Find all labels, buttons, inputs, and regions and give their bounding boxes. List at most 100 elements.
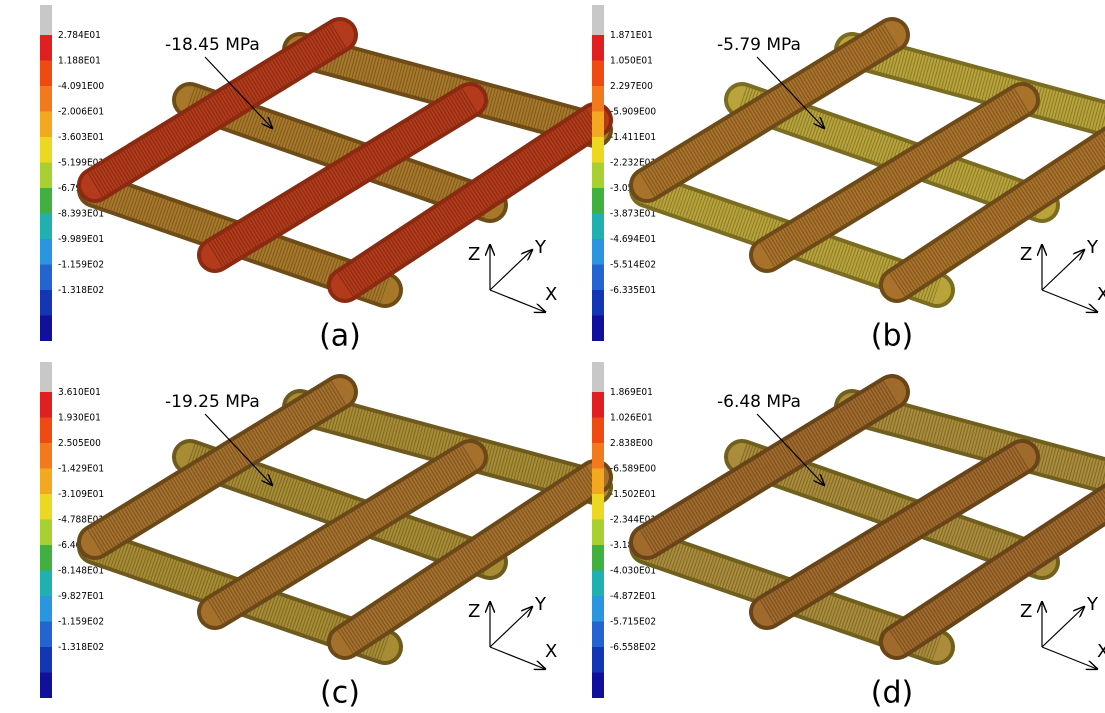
legend-label: -6.335E01 <box>610 285 656 296</box>
colorbar-cell <box>592 571 604 597</box>
legend-label: 2.505E00 <box>58 438 101 449</box>
colorbar-cell <box>40 112 52 138</box>
colorbar-cell <box>40 290 52 316</box>
legend-label: 1.026E01 <box>610 413 653 424</box>
legend-label: 2.297E00 <box>610 81 653 92</box>
tube <box>647 35 892 185</box>
colorbar-cell <box>592 290 604 316</box>
colorbar-cell <box>40 239 52 265</box>
colorbar-cell <box>40 571 52 597</box>
axis-label: X <box>545 641 557 662</box>
colorbar-cell <box>592 596 604 622</box>
legend-label: -6.558E02 <box>610 642 656 653</box>
legend-label: -9.989E01 <box>58 234 104 245</box>
colorbar-cell <box>592 163 604 189</box>
legend-label: -1.318E02 <box>58 642 104 653</box>
legend-label: -1.159E02 <box>58 617 104 628</box>
legend-label: -1.318E02 <box>58 285 104 296</box>
panel-caption: (d) <box>871 676 913 711</box>
legend-label: -4.872E01 <box>610 591 656 602</box>
legend-label: -5.715E02 <box>610 617 656 628</box>
legend-label: 1.930E01 <box>58 413 101 424</box>
legend-label: -1.502E01 <box>610 489 656 500</box>
panel-caption: (b) <box>871 319 913 354</box>
legend-label: -6.589E00 <box>610 464 656 475</box>
colorbar-cell <box>40 469 52 495</box>
panel-caption: (a) <box>319 319 361 354</box>
colorbar-cell <box>40 316 52 342</box>
axis-arrow <box>1042 290 1097 312</box>
panel: 3.610E011.930E012.505E00-1.429E01-3.109E… <box>40 362 595 711</box>
colorbar-cell <box>40 673 52 699</box>
colorbar-cell <box>592 112 604 138</box>
colorbar-cell <box>592 137 604 163</box>
colorbar-cell <box>592 5 604 35</box>
legend-label: -1.411E01 <box>610 132 656 143</box>
legend-label: -3.109E01 <box>58 489 104 500</box>
colorbar-cell <box>592 418 604 444</box>
legend-label: -1.159E02 <box>58 260 104 271</box>
colorbar-cell <box>40 86 52 112</box>
stress-annotation: -5.79 MPa <box>717 35 801 55</box>
axis-arrow <box>490 250 532 290</box>
axis-label: Y <box>534 594 547 615</box>
colorbar-cell <box>592 494 604 520</box>
figure: 2.784E01 1.188E01 -4.091E00 -2.006E01 -3.603… <box>0 0 1105 713</box>
colorbar-cell <box>40 265 52 291</box>
colorbar-cell <box>40 137 52 163</box>
legend-label: -4.030E01 <box>610 566 656 577</box>
axis-label: Z <box>1020 244 1032 265</box>
legend-label: -5.909E00 <box>610 107 656 118</box>
legend-label: -4.694E01 <box>610 234 656 245</box>
stress-annotation: -6.48 MPa <box>717 392 801 412</box>
colorbar-cell <box>40 188 52 214</box>
legend-label: -5.514E02 <box>610 260 656 271</box>
colorbar-cell <box>592 443 604 469</box>
axis-label: Z <box>468 244 480 265</box>
colorbar-cell <box>592 647 604 673</box>
colorbar-cell <box>40 647 52 673</box>
axis-arrow <box>1042 647 1097 669</box>
legend-label: 1.871E01 <box>610 30 653 41</box>
legend-label: -3.873E01 <box>610 209 656 220</box>
tube <box>95 35 340 185</box>
panel-caption: (c) <box>320 676 360 711</box>
colorbar-cell <box>40 5 52 35</box>
axis-arrow <box>490 290 545 312</box>
panel: 1.869E011.026E012.838E00-6.589E00-1.502E… <box>592 362 1105 711</box>
colorbar-cell <box>592 622 604 648</box>
colorbar-cell <box>592 188 604 214</box>
colorbar-cell <box>592 392 604 418</box>
axis-arrow <box>490 647 545 669</box>
axis-label: Y <box>1086 594 1099 615</box>
colorbar-cell <box>592 239 604 265</box>
legend-label: -8.148E01 <box>58 566 104 577</box>
legend-label: -2.006E01 <box>58 107 104 118</box>
colorbar-cell <box>40 443 52 469</box>
colorbar-cell <box>592 61 604 87</box>
colorbar-cell <box>592 545 604 571</box>
colorbar-cell <box>40 494 52 520</box>
panel: 2.784E01 1.188E01 -4.091E00 -2.006E01 -3.603… <box>40 5 595 354</box>
colorbar-cell <box>592 265 604 291</box>
legend-label: 1.188E01 <box>58 56 101 67</box>
colorbar-cell <box>592 673 604 699</box>
legend-label: -9.827E01 <box>58 591 104 602</box>
axis-label: Z <box>1020 601 1032 622</box>
axis-arrow <box>1042 250 1084 290</box>
axis-arrow <box>490 607 532 647</box>
legend-label: -3.603E01 <box>58 132 104 143</box>
legend-label: 1.050E01 <box>610 56 653 67</box>
legend-label: 1.869E01 <box>610 387 653 398</box>
colorbar-cell <box>592 316 604 342</box>
axis-label: Y <box>1086 237 1099 258</box>
stress-annotation: -18.45 MPa <box>165 35 260 55</box>
colorbar-cell <box>40 362 52 392</box>
legend-label: -4.091E00 <box>58 81 104 92</box>
stress-annotation: -19.25 MPa <box>165 392 260 412</box>
legend-label: 2.784E01 <box>58 30 101 41</box>
colorbar-cell <box>40 35 52 61</box>
colorbar-cell <box>40 392 52 418</box>
legend-label: -1.429E01 <box>58 464 104 475</box>
colorbar-cell <box>592 86 604 112</box>
